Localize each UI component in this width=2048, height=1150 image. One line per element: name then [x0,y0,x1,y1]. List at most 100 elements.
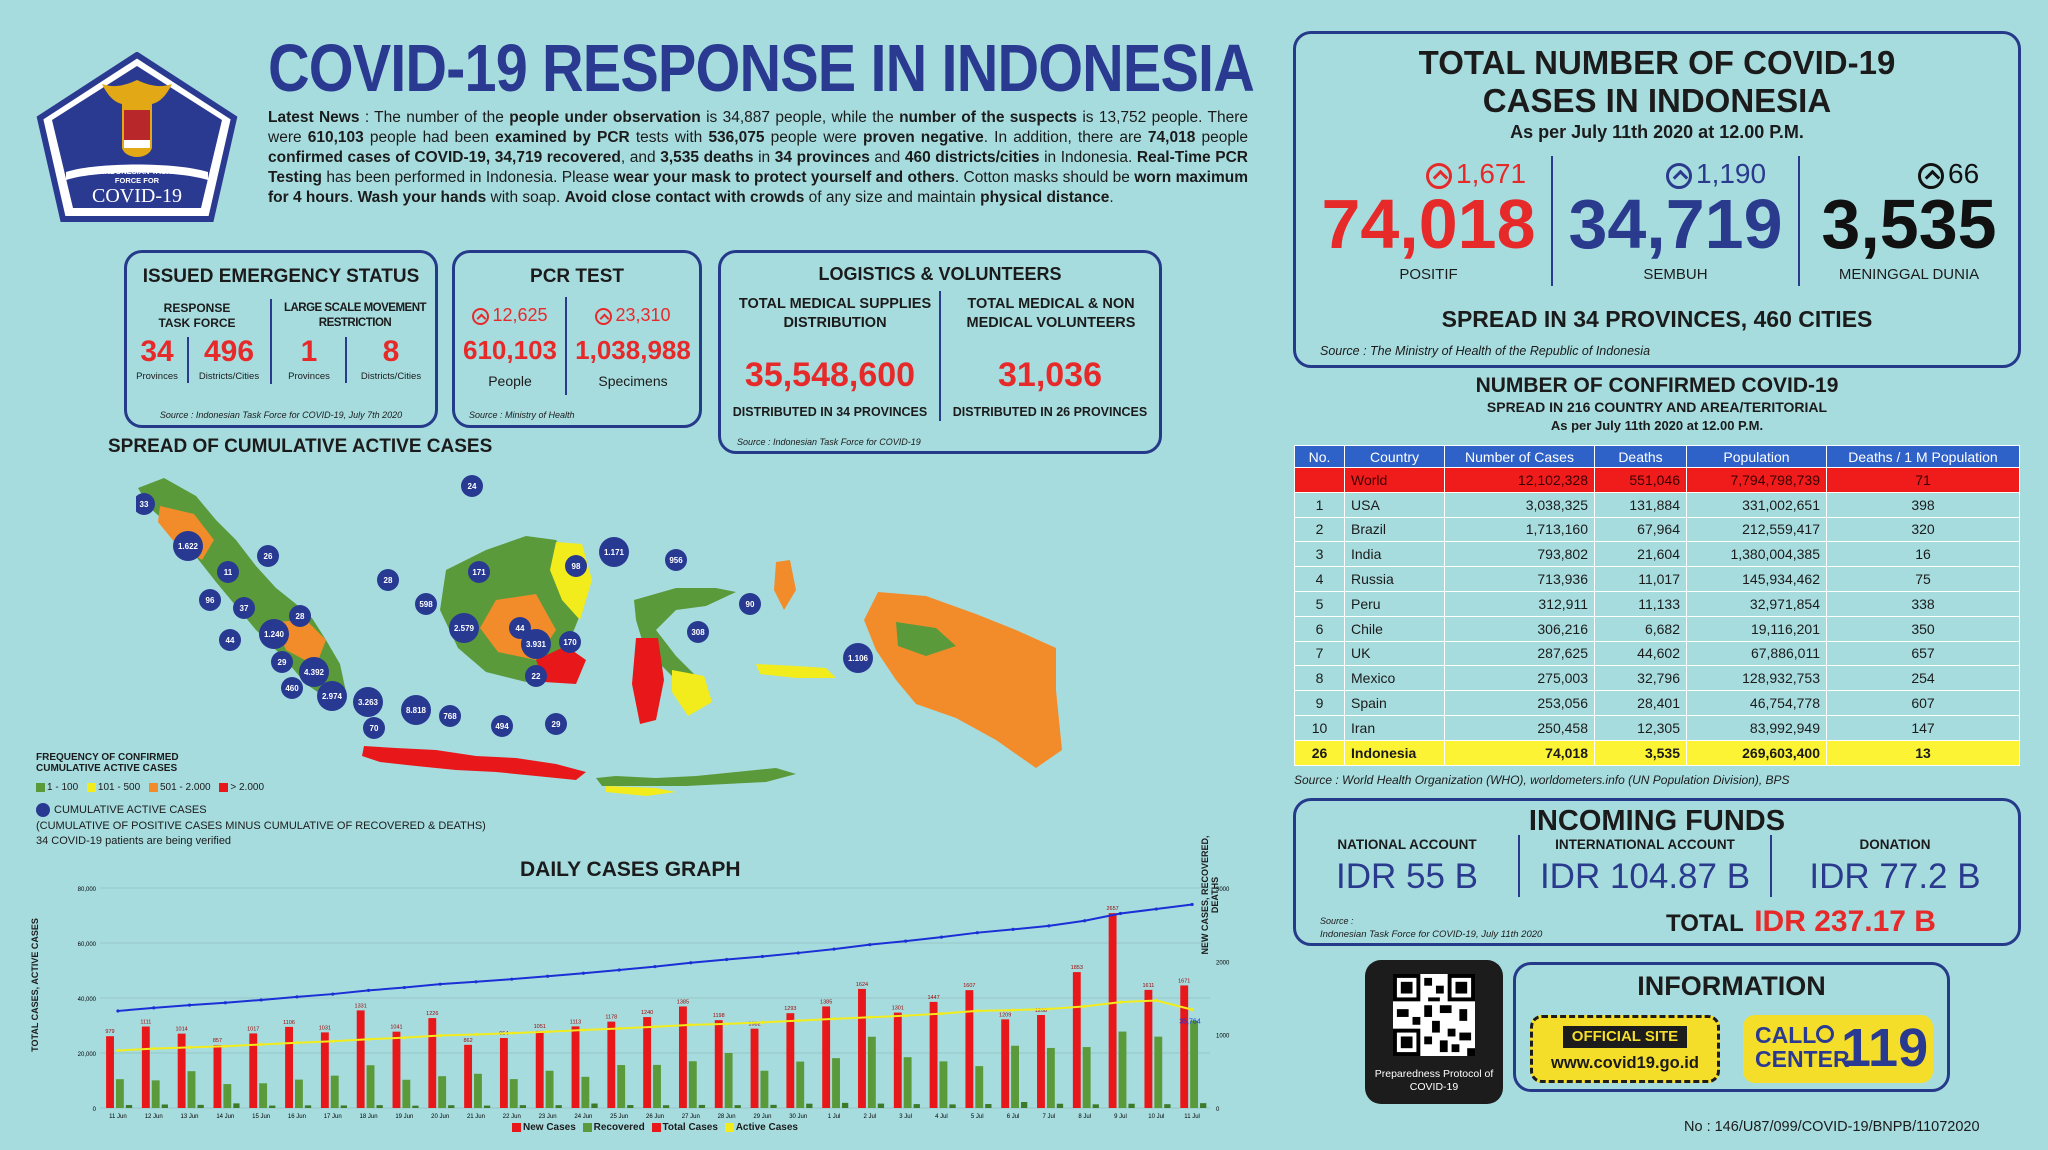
table-cell: 212,559,417 [1686,516,1827,543]
total-cases-line-point [796,951,800,955]
new-cases-bar [893,1012,902,1108]
y2-tick-label: 0 [1216,1107,1220,1113]
positive-increase: 1,671 [1426,158,1526,190]
map-bubble-label: 28 [384,576,393,585]
table-cell: 350 [1826,615,2020,642]
total-cases-line-point [1011,927,1015,931]
official-site-button[interactable]: OFFICIAL SITE www.covid19.go.id [1530,1015,1720,1083]
deaths-bar [1200,1103,1207,1108]
new-cases-bar [249,1033,258,1108]
total-cases-line-point [1047,924,1051,928]
positive-value: 74,018 [1321,185,1536,263]
deaths-bar [913,1104,920,1108]
map-bubble-label: 98 [572,562,581,571]
recovered-bar [223,1084,232,1108]
recovered-bar [617,1065,626,1108]
new-cases-bar [106,1036,114,1108]
new-cases-label: 1041 [390,1025,402,1031]
funds-source: Indonesian Task Force for COVID-19, July… [1320,929,1543,940]
call-center-label: CALL CENTER [1755,1022,1850,1072]
x-tick-label: 8 Jul [1078,1114,1091,1120]
table-cell: 287,625 [1444,640,1595,667]
table-row: 2 Brazil 1,713,160 67,964 212,559,417 320 [1294,516,2020,543]
map-bubble [687,621,709,643]
table-cell: 3,038,325 [1444,491,1595,518]
volunteers-footnote: DISTRIBUTED IN 26 PROVINCES [952,405,1148,419]
new-cases-label: 1031 [319,1025,331,1031]
map-bubble [491,715,513,737]
psbb-districts-value: 8 [382,335,400,368]
table-cell: 7 [1294,640,1345,667]
funds-source-label: Source : [1320,916,1354,926]
official-site-url[interactable]: www.covid19.go.id [1551,1054,1699,1072]
x-tick-label: 11 Jun [109,1114,127,1120]
qr-code[interactable] [1393,974,1475,1056]
new-cases-label: 1082 [748,1022,760,1028]
map-bubble-label: 1.106 [848,654,869,663]
table-cell: 254 [1826,665,2020,692]
total-cases-line-point [1083,919,1087,923]
table-row: 7 UK 287,625 44,602 67,886,011 657 [1294,640,2020,667]
active-cases-line-point [545,1030,550,1034]
table-cell: 83,992,949 [1686,714,1827,741]
recovered-bar [1046,1047,1055,1108]
table-cell: 607 [1826,690,2020,716]
call-center-number[interactable]: 119 [1841,1018,1929,1078]
country-cases-table: No. Country Number of Cases Deaths Popul… [1294,445,2020,766]
table-cell: 250,458 [1444,714,1595,741]
total-cases-line-point [545,974,550,978]
pcr-test-panel: PCR TEST 12,625 23,310 610,103 1,038,988… [452,250,702,428]
deaths-bar [1056,1103,1064,1108]
deaths-bar [770,1104,777,1108]
table-cell: 253,056 [1444,690,1595,716]
legend-item-1: 1 - 100 [36,782,78,793]
call-center-button[interactable]: CALL CENTER 119 [1743,1015,1933,1083]
map-bubble [173,531,203,561]
new-cases-bar [535,1030,544,1108]
table-cell: 793,802 [1444,541,1595,568]
emergency-title: ISSUED EMERGENCY STATUS [142,266,420,287]
recovered-bar [581,1076,590,1108]
recovered-bar [724,1053,733,1108]
new-cases-bar [356,1010,365,1108]
map-bubble-label: 768 [443,712,457,721]
recovered-bar [1011,1045,1020,1108]
sulawesi-south [632,638,664,724]
sulawesi-southeast [672,670,712,716]
total-cases-line-point [760,954,765,959]
active-cases-line-point [1118,1000,1123,1004]
table-cell: Russia [1344,566,1445,592]
x-tick-label: 5 Jul [971,1114,984,1120]
map-bubble-label: 171 [472,568,486,577]
total-cases-line-point [331,992,335,996]
table-cell: 32,796 [1594,665,1687,692]
java-island [362,746,586,780]
x-tick-label: 30 Jun [789,1114,807,1120]
legend-bubble-label: CUMULATIVE ACTIVE CASES [54,803,207,816]
total-cases-panel: TOTAL NUMBER OF COVID-19 CASES IN INDONE… [1293,31,2021,368]
deaths-bar [662,1105,670,1108]
new-cases-bar [571,1026,580,1108]
new-cases-bar [1037,1015,1045,1108]
recovered-bar [903,1057,912,1108]
map-bubble [565,555,587,577]
table-cell: 1 [1294,491,1345,518]
active-cases-line-point [1154,998,1158,1003]
legend-title1: FREQUENCY OF CONFIRMED [36,752,179,763]
table-row: 10 Iran 250,458 12,305 83,992,949 147 [1294,714,2020,741]
x-tick-label: 9 Jul [1114,1114,1127,1120]
total-title-line1: TOTAL NUMBER OF COVID-19 [1418,44,1896,81]
new-cases-label: 1113 [570,1019,581,1025]
new-cases-label: 1014 [176,1027,188,1033]
active-cases-line-point [653,1025,657,1029]
funds-total-value: IDR 237.17 B [1754,905,1936,938]
new-cases-bar [858,988,866,1108]
recovered-label: SEMBUH [1643,266,1708,283]
qr-card[interactable]: Preparedness Protocol of COVID-19 [1365,960,1503,1104]
donation-heading: DONATION [1859,837,1931,852]
map-bubble-label: 1.622 [178,542,199,551]
x-tick-label: 26 Jun [646,1114,664,1120]
y-tick-label: 80,000 [78,887,97,893]
psbb-provinces-value: 1 [300,335,318,368]
graph-legend-total: Total Cases [651,1122,718,1133]
